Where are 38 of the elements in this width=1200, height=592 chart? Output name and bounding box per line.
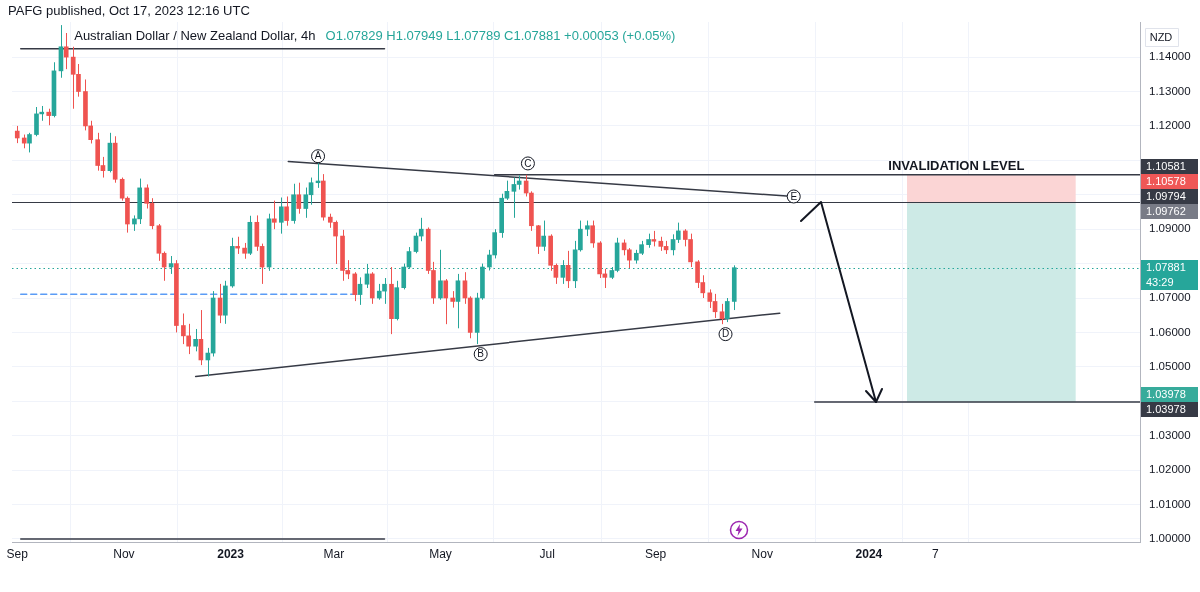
- data-label: 1.03978: [1146, 403, 1186, 416]
- annotation: D: [721, 328, 730, 340]
- annotation: 1.10578: [1146, 175, 1186, 188]
- annotation: 1.03978: [1146, 388, 1186, 401]
- annotation: A: [314, 150, 322, 162]
- x-tick-label: Sep: [644, 546, 667, 561]
- y-axis-title: NZD: [1149, 31, 1173, 44]
- annotation: C: [524, 157, 532, 169]
- y-tick-label: 1.09000: [1149, 222, 1191, 235]
- y-tick-label: 1.05000: [1149, 360, 1191, 372]
- y-tick-label: 1.01000: [1149, 497, 1191, 510]
- chart-subtitle: O1.07829 H1.07949 L1.07789 C1.07881 +0.00053 (+0.05%): [325, 27, 676, 43]
- ref-line-label: 1.07881 43:29: [1146, 261, 1186, 289]
- x-tick-label: Nov: [751, 546, 773, 561]
- x-tick-label: Mar: [323, 546, 345, 561]
- annotation: INVALIDATION LEVEL: [888, 157, 1025, 173]
- x-tick-label: Sep: [6, 546, 29, 561]
- annotation: E: [790, 190, 798, 202]
- y-tick-label: 1.06000: [1149, 325, 1191, 338]
- annotation: 1.09762: [1146, 205, 1186, 218]
- y-tick-label: 1.03000: [1149, 428, 1191, 441]
- y-tick-label: 1.14000: [1149, 50, 1191, 63]
- y-tick-label: 1.02000: [1149, 463, 1191, 476]
- y-tick-label: 1.13000: [1149, 84, 1191, 97]
- x-tick-label: Jul: [539, 546, 555, 561]
- data-label: 1.10581: [1146, 160, 1186, 173]
- x-tick-label: 7: [932, 546, 940, 561]
- x-tick-label: Nov: [113, 546, 135, 561]
- annotation: B: [477, 348, 485, 360]
- y-tick-label: 1.12000: [1149, 119, 1191, 132]
- x-tick-label: May: [429, 546, 452, 561]
- chart-title: Australian Dollar / New Zealand Dollar, 4h: [74, 27, 316, 43]
- x-tick-label: 2024: [855, 546, 883, 561]
- x-tick-label: 2023: [217, 546, 245, 561]
- ref-line-label: 1.09794: [1146, 190, 1186, 203]
- text: PAFG published, Oct 17, 2023 12:16 UTC: [8, 2, 250, 18]
- y-tick-label: 1.07000: [1149, 291, 1191, 304]
- y-tick-label: 1.00000: [1149, 532, 1191, 545]
